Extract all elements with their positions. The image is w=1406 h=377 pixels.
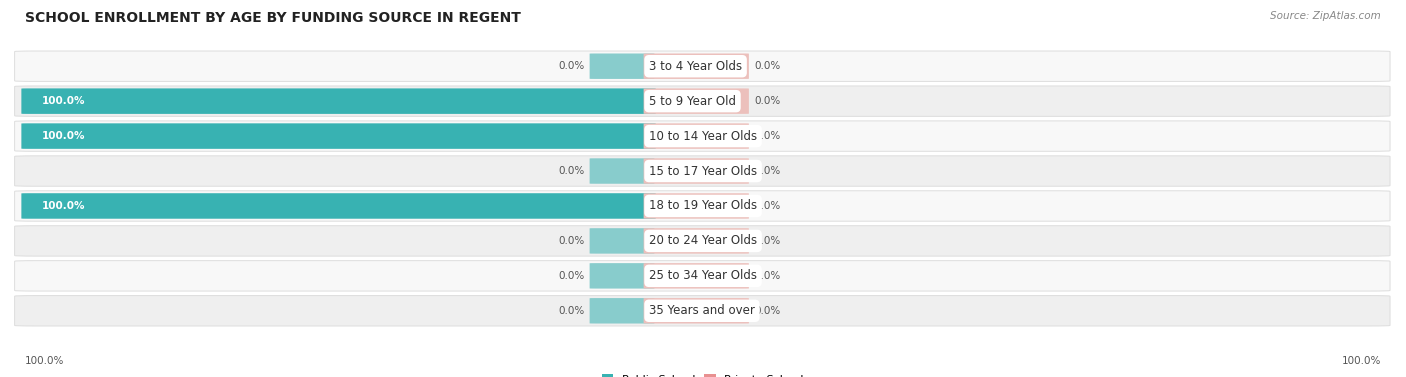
FancyBboxPatch shape	[644, 54, 749, 79]
FancyBboxPatch shape	[14, 226, 1391, 256]
FancyBboxPatch shape	[644, 158, 749, 184]
Text: 0.0%: 0.0%	[754, 306, 780, 316]
Text: 18 to 19 Year Olds: 18 to 19 Year Olds	[650, 199, 758, 213]
Text: 10 to 14 Year Olds: 10 to 14 Year Olds	[650, 130, 758, 143]
FancyBboxPatch shape	[644, 193, 749, 219]
Text: 0.0%: 0.0%	[558, 61, 585, 71]
FancyBboxPatch shape	[644, 228, 749, 254]
FancyBboxPatch shape	[14, 261, 1391, 291]
Text: 0.0%: 0.0%	[754, 201, 780, 211]
Text: 20 to 24 Year Olds: 20 to 24 Year Olds	[650, 234, 758, 247]
Text: 100.0%: 100.0%	[42, 96, 86, 106]
Legend: Public School, Private School: Public School, Private School	[598, 370, 808, 377]
Text: 35 Years and over: 35 Years and over	[650, 304, 755, 317]
FancyBboxPatch shape	[589, 228, 654, 254]
FancyBboxPatch shape	[589, 158, 654, 184]
Text: 0.0%: 0.0%	[754, 61, 780, 71]
Text: 5 to 9 Year Old: 5 to 9 Year Old	[650, 95, 735, 108]
Text: 0.0%: 0.0%	[558, 236, 585, 246]
FancyBboxPatch shape	[589, 298, 654, 323]
FancyBboxPatch shape	[14, 121, 1391, 151]
Text: 0.0%: 0.0%	[754, 271, 780, 281]
Text: 100.0%: 100.0%	[42, 201, 86, 211]
Text: 100.0%: 100.0%	[42, 131, 86, 141]
Text: 25 to 34 Year Olds: 25 to 34 Year Olds	[650, 269, 756, 282]
FancyBboxPatch shape	[14, 86, 1391, 116]
FancyBboxPatch shape	[644, 298, 749, 323]
FancyBboxPatch shape	[14, 51, 1391, 81]
Text: 0.0%: 0.0%	[558, 166, 585, 176]
Text: 0.0%: 0.0%	[754, 236, 780, 246]
Text: 15 to 17 Year Olds: 15 to 17 Year Olds	[650, 164, 758, 178]
FancyBboxPatch shape	[644, 89, 749, 114]
FancyBboxPatch shape	[644, 263, 749, 288]
FancyBboxPatch shape	[21, 123, 655, 149]
Text: 3 to 4 Year Olds: 3 to 4 Year Olds	[650, 60, 742, 73]
Text: 0.0%: 0.0%	[754, 96, 780, 106]
FancyBboxPatch shape	[14, 296, 1391, 326]
Text: 0.0%: 0.0%	[558, 271, 585, 281]
FancyBboxPatch shape	[14, 156, 1391, 186]
Text: 0.0%: 0.0%	[754, 166, 780, 176]
Text: 0.0%: 0.0%	[754, 131, 780, 141]
FancyBboxPatch shape	[14, 191, 1391, 221]
FancyBboxPatch shape	[644, 123, 749, 149]
FancyBboxPatch shape	[589, 263, 654, 288]
FancyBboxPatch shape	[21, 193, 655, 219]
Text: 0.0%: 0.0%	[558, 306, 585, 316]
Text: 100.0%: 100.0%	[25, 356, 65, 366]
FancyBboxPatch shape	[21, 88, 655, 114]
Text: 100.0%: 100.0%	[1341, 356, 1381, 366]
FancyBboxPatch shape	[589, 54, 654, 79]
Text: SCHOOL ENROLLMENT BY AGE BY FUNDING SOURCE IN REGENT: SCHOOL ENROLLMENT BY AGE BY FUNDING SOUR…	[25, 11, 522, 25]
Text: Source: ZipAtlas.com: Source: ZipAtlas.com	[1270, 11, 1381, 21]
